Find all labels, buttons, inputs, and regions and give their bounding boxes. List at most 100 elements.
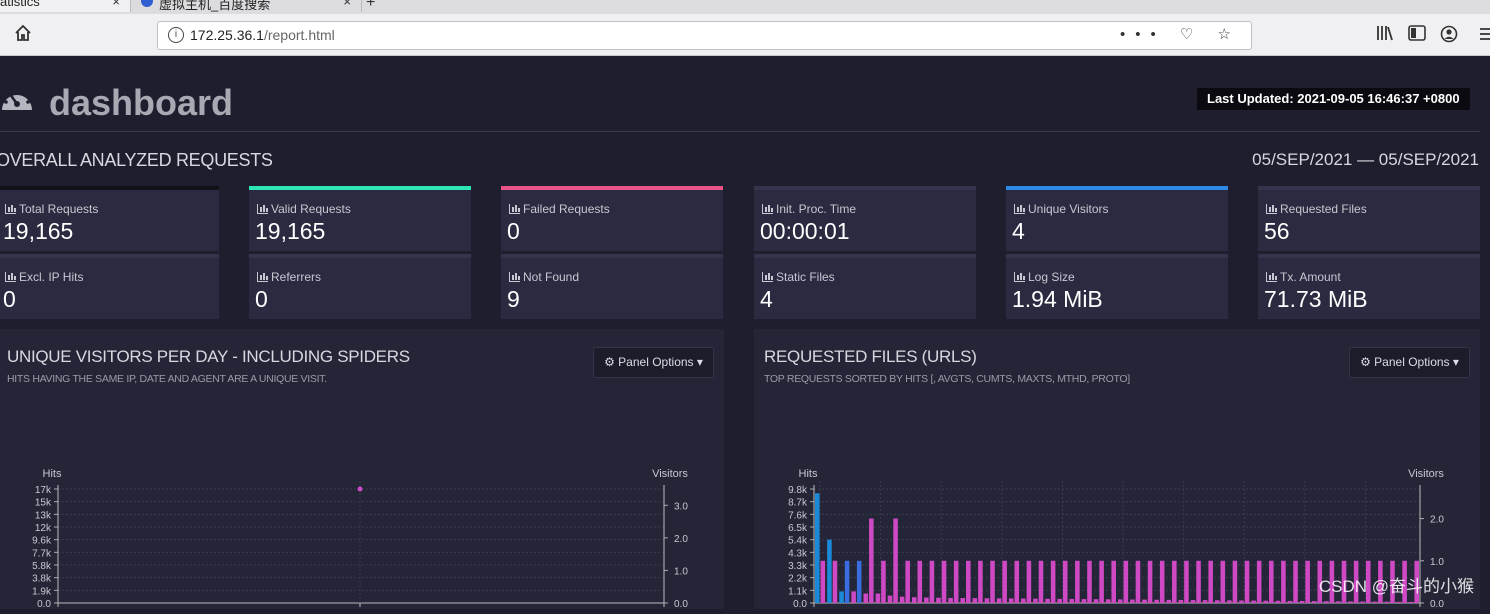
visitors-bar: [1147, 560, 1153, 603]
stat-label-text: Unique Visitors: [1028, 202, 1109, 216]
bar-chart-icon: [762, 204, 773, 214]
stat-label: Referrers: [257, 270, 321, 284]
close-icon[interactable]: ×: [112, 0, 120, 9]
visitors-bar: [1220, 560, 1226, 603]
stat-label: Not Found: [509, 270, 579, 284]
visitors-bar: [1402, 560, 1407, 603]
bar-chart-icon: [257, 272, 268, 282]
visitors-bar: [1196, 560, 1201, 603]
hits-bar: [1287, 600, 1293, 603]
panel-options-button[interactable]: ⚙ Panel Options ▾: [1349, 347, 1470, 378]
hits-bar: [996, 598, 1002, 603]
url-text[interactable]: 172.25.36.1/report.html: [190, 27, 335, 43]
account-icon[interactable]: [1440, 25, 1458, 48]
bar-chart-icon: [5, 272, 16, 282]
y-tick-label: 12k: [35, 523, 52, 534]
new-tab-button[interactable]: +: [366, 0, 376, 11]
caret-down-icon: ▾: [1452, 355, 1459, 369]
tab-baidu-search[interactable]: 虚拟主机_百度搜索 ×: [131, 0, 362, 12]
hits-bar: [984, 598, 990, 603]
hits-bar: [1118, 599, 1123, 603]
library-icon[interactable]: [1376, 25, 1394, 46]
date-range: 05/SEP/2021 — 05/SEP/2021: [1252, 150, 1479, 169]
visitors-bar: [1135, 560, 1141, 603]
stat-label: Valid Requests: [257, 202, 351, 216]
y2-axis-title: Visitors: [1408, 468, 1444, 480]
visitors-bar: [1341, 560, 1347, 603]
address-bar[interactable]: i 172.25.36.1/report.html ••• ♡ ☆: [157, 21, 1252, 50]
stat-card: Static Files 4: [754, 254, 976, 319]
hits-bar: [1045, 598, 1050, 603]
hits-bar: [1190, 600, 1196, 603]
page-actions-icon[interactable]: ••• ♡ ☆: [1120, 26, 1241, 43]
stat-label: Total Requests: [5, 202, 98, 216]
bar-chart-icon: [5, 204, 16, 214]
gear-icon: ⚙: [1360, 355, 1371, 369]
hits-bar: [1081, 599, 1087, 603]
bar-chart-icon: [1014, 204, 1025, 214]
y-tick-label: 7.6k: [788, 510, 808, 521]
gear-icon: ⚙: [604, 355, 615, 369]
hits-bar: [1202, 600, 1208, 603]
hits-bar: [1069, 598, 1075, 603]
y-axis-title: Hits: [43, 468, 62, 480]
hits-bar: [1384, 601, 1390, 603]
visitors-bar: [881, 560, 886, 603]
stat-label: Init. Proc. Time: [762, 202, 856, 216]
hits-bar: [863, 593, 869, 603]
site-info-icon[interactable]: i: [168, 27, 184, 43]
tab-statistics[interactable]: atistics ×: [0, 0, 131, 12]
visitors-bar: [1232, 560, 1238, 603]
stat-label-text: Failed Requests: [523, 202, 610, 216]
y-tick-label: 4.3k: [788, 548, 808, 559]
sidebar-icon[interactable]: [1408, 25, 1426, 46]
hits-bar: [887, 595, 893, 603]
visitors-bar: [990, 560, 995, 603]
hits-bar: [839, 591, 844, 603]
y-tick-label: 15k: [35, 498, 52, 509]
hits-bar: [1008, 598, 1014, 603]
visitors-bar: [869, 518, 874, 603]
bar-chart-icon: [509, 272, 520, 282]
hits-bar: [1142, 599, 1147, 603]
home-icon[interactable]: [14, 24, 32, 47]
hits-bar: [1360, 601, 1365, 603]
panel-options-button[interactable]: ⚙ Panel Options ▾: [593, 347, 714, 378]
y-tick-label: 5.4k: [788, 536, 808, 547]
stat-label-text: Excl. IP Hits: [19, 270, 84, 284]
stat-card: Total Requests 19,165: [0, 186, 219, 251]
y-tick-label: 6.5k: [788, 523, 808, 534]
page-title: dashboard: [49, 82, 234, 123]
visitors-bar: [1365, 560, 1371, 603]
panel-subtitle: TOP REQUESTS SORTED BY HITS [, AVGTS, CU…: [764, 373, 1130, 385]
y2-axis-title: Visitors: [652, 468, 688, 480]
stat-card: Not Found 9: [501, 254, 723, 319]
hits-bar: [1130, 599, 1135, 603]
visitors-bar: [1378, 560, 1383, 603]
y2-tick-label: 0.0: [1430, 599, 1444, 609]
stat-value: 19,165: [3, 218, 74, 244]
stat-card: Referrers 0: [249, 254, 471, 319]
visitors-bar: [929, 560, 935, 603]
stat-label-text: Log Size: [1028, 270, 1075, 284]
visitors-bar: [1305, 560, 1310, 603]
close-icon[interactable]: ×: [343, 0, 351, 9]
stat-value: 0: [255, 286, 268, 312]
hits-bar: [1166, 599, 1172, 603]
visitors-bar: [1159, 560, 1165, 603]
visitors-bar: [1123, 560, 1129, 603]
bar-chart-icon: [1014, 272, 1025, 282]
panel-options-label: Panel Options: [618, 355, 694, 369]
stat-card: Requested Files 56: [1258, 186, 1480, 251]
menu-icon[interactable]: [1478, 26, 1490, 47]
hits-bar: [851, 591, 856, 603]
visitors-bar: [1050, 560, 1056, 603]
y-tick-label: 1.1k: [788, 586, 808, 597]
visitors-bar: [1269, 560, 1274, 603]
tab-strip: atistics × 虚拟主机_百度搜索 × +: [0, 0, 1490, 14]
y-tick-label: 0.0: [793, 599, 807, 609]
hits-bar: [1275, 600, 1281, 603]
browser-chrome: atistics × 虚拟主机_百度搜索 × + i 172.25.36.1/r…: [0, 0, 1490, 56]
hits-bar: [1227, 600, 1232, 603]
y2-tick-label: 2.0: [674, 534, 688, 545]
